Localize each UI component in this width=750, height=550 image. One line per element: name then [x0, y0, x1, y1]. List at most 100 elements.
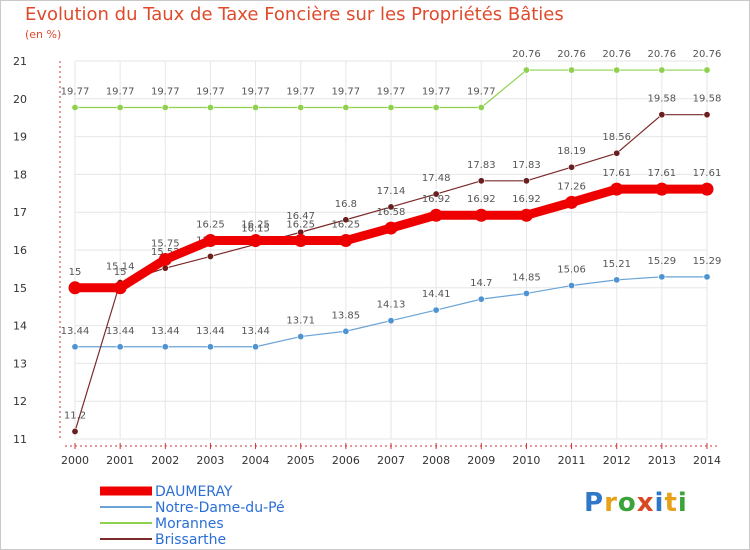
data-label-brissarthe: 17.48 [422, 173, 451, 184]
data-point-daumeray [610, 182, 624, 196]
data-label-brissarthe: 16.15 [241, 223, 270, 234]
data-label-morannes: 20.76 [557, 49, 586, 60]
data-point-brissarthe [432, 190, 440, 198]
data-label-morannes: 19.77 [151, 86, 180, 97]
x-tick-label: 2011 [558, 454, 586, 467]
x-tick-label: 2013 [648, 454, 676, 467]
data-label-brissarthe: 17.83 [467, 160, 496, 171]
data-label-morannes: 19.77 [377, 86, 406, 97]
data-label-notre-dame-du-p-: 14.85 [512, 272, 541, 283]
data-point-morannes [703, 66, 711, 74]
data-point-brissarthe [522, 177, 530, 185]
data-label-notre-dame-du-p-: 13.44 [106, 326, 135, 337]
data-label-daumeray: 15 [69, 267, 82, 278]
data-label-daumeray: 16.25 [332, 220, 361, 231]
legend-label-morannes: Morannes [155, 516, 224, 532]
data-label-brissarthe: 18.19 [557, 146, 586, 157]
data-label-notre-dame-du-p-: 13.44 [241, 326, 270, 337]
data-label-brissarthe: 17.14 [377, 186, 406, 197]
data-label-notre-dame-du-p-: 15.29 [693, 256, 722, 267]
data-point-brissarthe [342, 216, 350, 224]
data-point-notre-dame-du-p- [658, 273, 666, 281]
x-tick-label: 2006 [332, 454, 360, 467]
data-label-brissarthe: 19.58 [693, 94, 722, 105]
data-label-daumeray: 15 [114, 267, 127, 278]
data-point-morannes [387, 103, 395, 111]
y-tick-label: 18 [13, 168, 27, 181]
data-point-daumeray [249, 234, 263, 248]
data-point-morannes [206, 103, 214, 111]
data-point-notre-dame-du-p- [568, 282, 576, 290]
data-label-daumeray: 16.92 [467, 194, 496, 205]
x-tick-label: 2010 [512, 454, 540, 467]
x-tick-label: 2012 [603, 454, 631, 467]
data-label-brissarthe: 16.47 [286, 211, 315, 222]
data-point-daumeray [384, 221, 398, 235]
x-tick-label: 2001 [106, 454, 134, 467]
data-label-brissarthe: 17.83 [512, 160, 541, 171]
x-tick-label: 2007 [377, 454, 405, 467]
data-point-daumeray [203, 234, 217, 248]
data-label-brissarthe: 15.52 [151, 247, 180, 258]
data-label-daumeray: 16.25 [196, 220, 225, 231]
data-point-morannes [342, 103, 350, 111]
data-label-notre-dame-du-p-: 14.41 [422, 289, 451, 300]
x-tick-label: 2009 [467, 454, 495, 467]
data-point-notre-dame-du-p- [613, 276, 621, 284]
data-point-daumeray [700, 182, 714, 196]
data-point-daumeray [474, 208, 488, 222]
logo-letter: r [604, 488, 618, 518]
data-label-morannes: 19.77 [332, 86, 361, 97]
data-label-morannes: 20.76 [693, 49, 722, 60]
data-point-morannes [522, 66, 530, 74]
data-point-daumeray [113, 281, 127, 295]
data-label-daumeray: 15.75 [151, 238, 180, 249]
data-point-morannes [613, 66, 621, 74]
data-point-morannes [477, 103, 485, 111]
data-point-daumeray [655, 182, 669, 196]
data-label-daumeray: 16.92 [512, 194, 541, 205]
y-tick-label: 13 [13, 357, 27, 370]
data-point-morannes [71, 103, 79, 111]
y-tick-label: 12 [13, 395, 27, 408]
chart-title: Evolution du Taux de Taxe Foncière sur l… [25, 4, 564, 25]
data-label-morannes: 19.77 [422, 86, 451, 97]
data-point-notre-dame-du-p- [342, 327, 350, 335]
legend-label-daumeray: DAUMERAY [155, 484, 233, 500]
data-label-daumeray: 17.61 [602, 168, 631, 179]
data-label-notre-dame-du-p-: 13.85 [332, 310, 361, 321]
data-label-brissarthe: 18.56 [602, 132, 631, 143]
data-point-notre-dame-du-p- [387, 317, 395, 325]
data-label-daumeray: 16.25 [241, 220, 270, 231]
data-label-notre-dame-du-p-: 13.44 [151, 326, 180, 337]
y-tick-label: 20 [13, 93, 27, 106]
data-label-daumeray: 17.26 [557, 181, 586, 192]
data-label-daumeray: 16.58 [377, 207, 406, 218]
data-point-brissarthe [703, 111, 711, 119]
data-point-notre-dame-du-p- [477, 295, 485, 303]
logo-letter: o [617, 488, 637, 518]
data-label-brissarthe: 15.14 [106, 262, 135, 273]
logo-letter: P [584, 488, 605, 518]
data-label-notre-dame-du-p-: 13.44 [196, 326, 225, 337]
data-label-brissarthe: 11.2 [64, 410, 86, 421]
data-point-daumeray [429, 208, 443, 222]
legend-label-brissarthe: Brissarthe [155, 532, 226, 548]
data-point-morannes [116, 103, 124, 111]
y-tick-label: 11 [13, 433, 27, 446]
data-point-morannes [432, 103, 440, 111]
data-point-notre-dame-du-p- [432, 306, 440, 314]
data-label-morannes: 20.76 [512, 49, 541, 60]
data-label-notre-dame-du-p-: 15.29 [648, 256, 677, 267]
data-label-daumeray: 16.25 [286, 220, 315, 231]
data-label-daumeray: 17.61 [693, 168, 722, 179]
data-point-notre-dame-du-p- [161, 343, 169, 351]
data-point-daumeray [565, 195, 579, 209]
data-label-morannes: 19.77 [196, 86, 225, 97]
data-label-notre-dame-du-p-: 15.06 [557, 265, 586, 276]
data-point-morannes [161, 103, 169, 111]
logo-letter: t [664, 488, 678, 518]
logo-letter: x [636, 488, 655, 518]
